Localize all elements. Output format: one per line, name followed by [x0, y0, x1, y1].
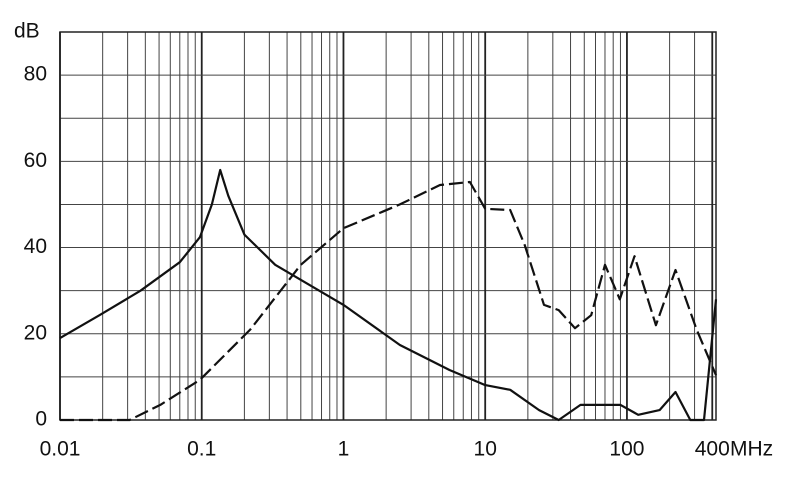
plot-frame — [59, 31, 717, 421]
y-tick-label: 60 — [24, 149, 47, 172]
series-line — [60, 180, 718, 422]
x-tick-label: 10 — [474, 438, 497, 461]
x-tick-label: 400 — [695, 438, 730, 461]
x-axis-label: MHz — [730, 438, 773, 461]
y-tick-label: 0 — [35, 408, 47, 431]
x-tick-label: 1 — [338, 438, 350, 461]
y-tick-label: 20 — [24, 321, 47, 344]
x-tick-label: 0.1 — [187, 438, 216, 461]
x-tick-label: 0.01 — [40, 438, 81, 461]
y-tick-label: 80 — [24, 63, 47, 86]
series-line — [59, 168, 718, 422]
y-axis-label: dB — [14, 20, 40, 43]
y-tick-label: 40 — [24, 235, 47, 258]
x-tick-label: 100 — [609, 438, 644, 461]
